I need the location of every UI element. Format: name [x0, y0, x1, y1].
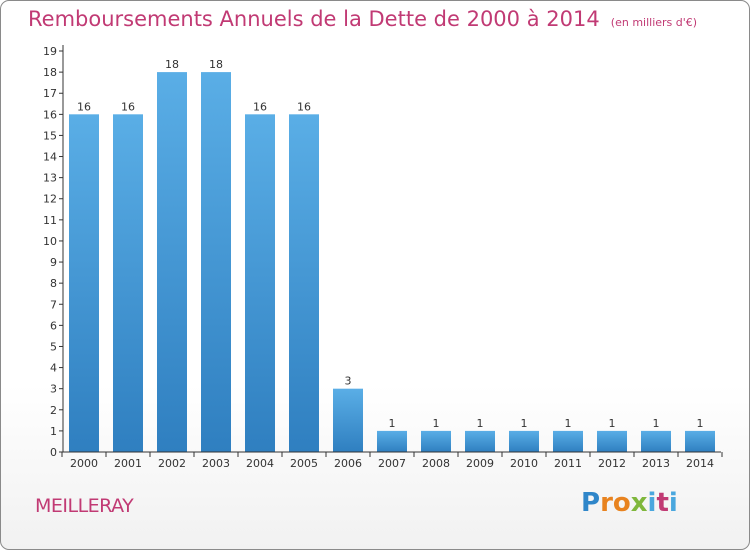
- x-tick-label: 2012: [598, 457, 626, 470]
- logo-letter: i: [647, 488, 657, 518]
- data-label: 1: [521, 417, 528, 430]
- x-tick-label: 2003: [202, 457, 230, 470]
- y-tick-label: 17: [43, 87, 57, 100]
- x-axis: 2000 2001 2002 2003 2004 2005 2006 2007 2008 2009…: [61, 451, 723, 470]
- data-label: 1: [653, 417, 660, 430]
- logo-letter: t: [656, 488, 669, 518]
- y-tick-label: 4: [50, 362, 57, 375]
- bar: [201, 72, 231, 453]
- data-label: 16: [121, 100, 135, 113]
- bar: [553, 430, 583, 452]
- y-tick-label: 8: [50, 277, 57, 290]
- data-label: 18: [165, 58, 179, 71]
- logo-letter: P: [581, 488, 601, 518]
- bar: [377, 430, 407, 452]
- y-tick-label: 13: [43, 172, 57, 185]
- data-label: 1: [433, 417, 440, 430]
- y-tick-label: 7: [50, 298, 57, 311]
- y-tick-label: 10: [43, 235, 57, 248]
- data-label: 18: [209, 58, 223, 71]
- y-tick-label: 18: [43, 66, 57, 79]
- logo-letter: r: [600, 488, 613, 518]
- bar: [597, 430, 627, 452]
- bar: [69, 114, 99, 452]
- y-tick-label: 9: [50, 256, 57, 269]
- x-tick-label: 2011: [554, 457, 582, 470]
- bar: [465, 430, 495, 452]
- x-tick-label: 2001: [114, 457, 142, 470]
- x-tick-label: 2006: [334, 457, 362, 470]
- y-tick-label: 5: [50, 340, 57, 353]
- y-tick-label: 2: [50, 404, 57, 417]
- data-label: 1: [389, 417, 396, 430]
- x-tick-label: 2007: [378, 457, 406, 470]
- x-tick-label: 2002: [158, 457, 186, 470]
- chart-title-main: Remboursements Annuels de la Dette de 20…: [28, 7, 600, 31]
- y-tick-label: 19: [43, 45, 57, 58]
- y-tick-label: 6: [50, 319, 57, 332]
- y-tick-label: 14: [43, 151, 57, 164]
- x-tick-label: 2008: [422, 457, 450, 470]
- data-label: 16: [77, 100, 91, 113]
- y-tick-label: 0: [50, 446, 57, 459]
- x-tick-label: 2014: [686, 457, 714, 470]
- data-label: 3: [345, 375, 352, 388]
- bar: [421, 430, 451, 452]
- commune-name: MEILLERAY: [35, 495, 134, 517]
- data-label: 1: [565, 417, 572, 430]
- data-label: 1: [697, 417, 704, 430]
- bar: [157, 72, 187, 453]
- y-tick-label: 12: [43, 193, 57, 206]
- bars: 16 16 18 18 16 16 3 1 1 1 1 1 1 1 1: [69, 58, 715, 453]
- proxiti-logo: Proxiti: [581, 488, 678, 518]
- bar: [289, 114, 319, 452]
- chart-title-unit: (en milliers d'€): [610, 16, 698, 29]
- data-label: 1: [609, 417, 616, 430]
- x-tick-label: 2009: [466, 457, 494, 470]
- bar: [685, 430, 715, 452]
- bar: [509, 430, 539, 452]
- x-tick-label: 2000: [70, 457, 98, 470]
- x-tick-label: 2005: [290, 457, 318, 470]
- data-label: 16: [297, 100, 311, 113]
- logo-letter: x: [630, 488, 648, 518]
- y-tick-label: 16: [43, 108, 57, 121]
- y-tick-label: 3: [50, 383, 57, 396]
- x-tick-label: 2010: [510, 457, 538, 470]
- x-tick-label: 2004: [246, 457, 274, 470]
- y-tick-label: 11: [43, 214, 57, 227]
- chart-title: Remboursements Annuels de la Dette de 20…: [28, 7, 697, 31]
- bar: [333, 388, 363, 452]
- y-tick-label: 15: [43, 129, 57, 142]
- logo-letter: i: [668, 488, 678, 518]
- bar: [641, 430, 671, 452]
- x-tick-label: 2013: [642, 457, 670, 470]
- data-label: 16: [253, 100, 267, 113]
- data-label: 1: [477, 417, 484, 430]
- logo-letter: o: [612, 488, 631, 518]
- y-tick-label: 1: [50, 425, 57, 438]
- bar: [113, 114, 143, 452]
- bar: [245, 114, 275, 452]
